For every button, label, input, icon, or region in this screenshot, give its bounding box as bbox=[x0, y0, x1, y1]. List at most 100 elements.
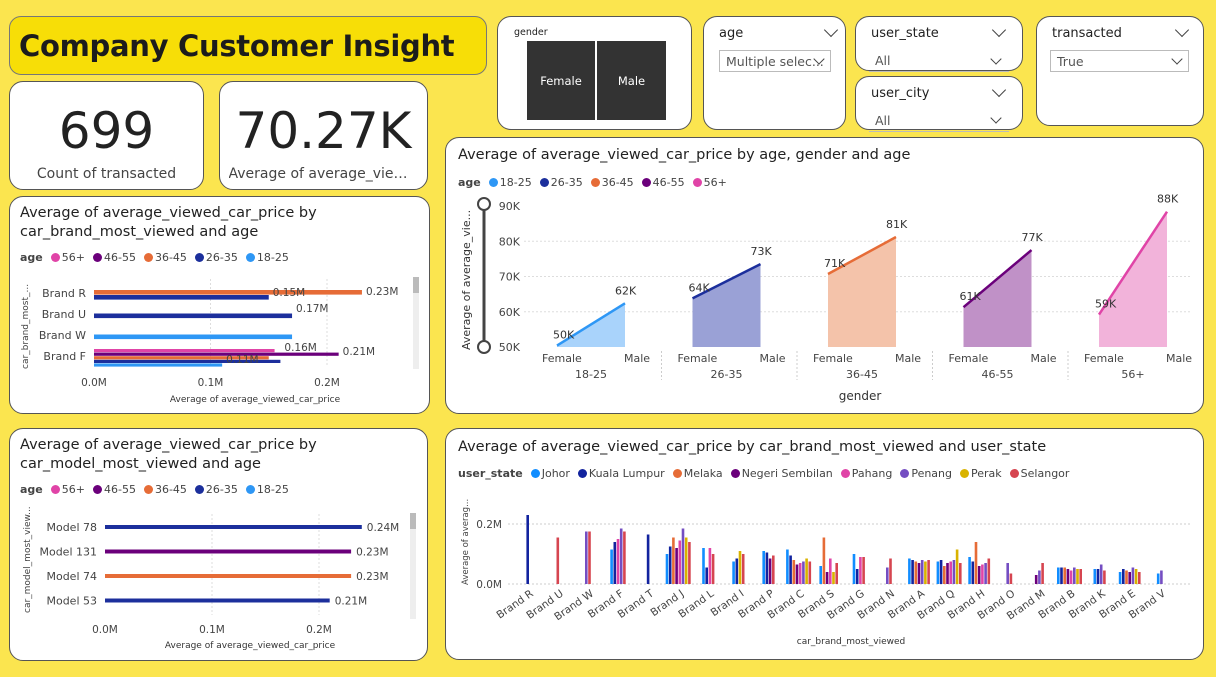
user-city-dropdown[interactable]: All bbox=[869, 110, 1009, 132]
data-label: 0.23M bbox=[356, 547, 388, 559]
legend-item[interactable]: 26-35 bbox=[194, 483, 238, 496]
data-label: 0.17M bbox=[296, 303, 328, 315]
brand-age-chart-card[interactable]: Average of average_viewed_car_price by c… bbox=[9, 196, 430, 414]
bar bbox=[943, 566, 946, 584]
legend-item[interactable]: 46-55 bbox=[92, 483, 136, 496]
x-tick-label: Male bbox=[624, 352, 650, 365]
legend-item[interactable]: Penang bbox=[900, 467, 952, 480]
legend-label: 26-35 bbox=[550, 176, 583, 189]
data-label: 62K bbox=[615, 284, 637, 297]
category-label: Brand W bbox=[39, 329, 86, 342]
legend-item[interactable]: 56+ bbox=[50, 483, 85, 496]
model-age-bar-chart: car_model_most_view... Model 78 0.24M Model… bbox=[23, 506, 416, 651]
legend-dot bbox=[641, 178, 651, 187]
bar bbox=[1034, 575, 1038, 584]
bar bbox=[610, 549, 613, 584]
bar bbox=[917, 563, 921, 584]
y-tick-label: 0.2M bbox=[476, 519, 502, 531]
legend-item[interactable]: Negeri Sembilan bbox=[730, 467, 833, 480]
bar bbox=[708, 548, 712, 584]
legend-label: 46-55 bbox=[652, 176, 685, 189]
legend-item[interactable]: 18-25 bbox=[488, 176, 532, 189]
legend-item[interactable]: Melaka bbox=[672, 467, 723, 480]
legend-item[interactable]: 26-35 bbox=[194, 251, 238, 264]
transacted-dropdown-value: True bbox=[1057, 54, 1084, 69]
bar bbox=[1038, 570, 1041, 584]
legend-dot bbox=[530, 469, 540, 478]
user-city-slicer-title: user_city bbox=[871, 86, 930, 101]
legend-item[interactable]: 46-55 bbox=[92, 251, 136, 264]
bar bbox=[94, 334, 293, 340]
legend-label: 36-45 bbox=[154, 483, 187, 496]
x-tick-label: Female bbox=[1084, 352, 1124, 365]
legend-dot bbox=[730, 469, 740, 478]
legend-item[interactable]: 56+ bbox=[50, 251, 85, 264]
legend-item[interactable]: 36-45 bbox=[590, 176, 634, 189]
chevron-down-icon[interactable] bbox=[1174, 22, 1190, 38]
chevron-down-icon[interactable] bbox=[823, 22, 839, 38]
bar bbox=[623, 531, 626, 584]
legend-label: Negeri Sembilan bbox=[741, 467, 833, 480]
kpi-label: Count of transacted bbox=[36, 166, 177, 182]
legend-label: 26-35 bbox=[205, 251, 238, 264]
bar bbox=[1099, 564, 1103, 584]
bar bbox=[914, 561, 918, 584]
kpi-card-count-transacted[interactable]: 699 Count of transacted bbox=[9, 81, 204, 190]
legend-dot bbox=[692, 178, 702, 187]
data-label: 50K bbox=[553, 329, 575, 342]
group-label: 56+ bbox=[1121, 368, 1144, 381]
x-tick-label: Male bbox=[1031, 352, 1057, 365]
bar bbox=[987, 558, 991, 584]
chart-legend: age 56+ 46-55 36-45 26-35 18-25 bbox=[20, 251, 293, 264]
transacted-dropdown[interactable]: True bbox=[1050, 50, 1189, 72]
legend-item[interactable]: Kuala Lumpur bbox=[577, 467, 665, 480]
legend-dot bbox=[50, 253, 60, 262]
legend-item[interactable]: 26-35 bbox=[539, 176, 583, 189]
bar bbox=[556, 537, 560, 584]
user-city-dropdown-value: All bbox=[875, 113, 891, 128]
category-label: Brand R bbox=[42, 287, 86, 300]
legend-item[interactable]: 18-25 bbox=[245, 483, 289, 496]
data-label: 71K bbox=[824, 257, 846, 270]
legend-item[interactable]: 36-45 bbox=[143, 483, 187, 496]
legend-item[interactable]: Perak bbox=[960, 467, 1002, 480]
legend-dot bbox=[245, 485, 255, 494]
legend-item[interactable]: Selangor bbox=[1009, 467, 1069, 480]
model-age-chart-card[interactable]: Average of average_viewed_car_price by c… bbox=[9, 428, 428, 661]
bar bbox=[762, 551, 765, 584]
bar bbox=[1156, 573, 1160, 584]
data-label: 81K bbox=[886, 218, 908, 231]
user-city-slicer: user_city All bbox=[855, 76, 1023, 132]
legend-item[interactable]: 46-55 bbox=[641, 176, 685, 189]
age-dropdown[interactable]: Multiple selec... bbox=[719, 50, 831, 72]
age-gender-chart-card[interactable]: Average of average_viewed_car_price by a… bbox=[445, 137, 1204, 414]
bar bbox=[646, 534, 650, 584]
bar bbox=[588, 531, 591, 584]
kpi-card-average-viewed-price[interactable]: 70.27K Average of average_viewe... bbox=[219, 81, 428, 190]
area-fill bbox=[692, 264, 761, 347]
bar bbox=[1128, 572, 1131, 584]
bar bbox=[920, 560, 924, 584]
bar bbox=[668, 546, 672, 584]
age-gender-area-chart: Average of average_vie... 90K 80K 70K 60K 50K… bbox=[460, 193, 1192, 403]
legend-item[interactable]: 36-45 bbox=[143, 251, 187, 264]
bar bbox=[1131, 567, 1135, 584]
brand-state-chart-card[interactable]: Average of average_viewed_car_price by c… bbox=[445, 428, 1204, 660]
series-line bbox=[691, 263, 762, 300]
chevron-down-icon[interactable] bbox=[991, 82, 1007, 98]
legend-item[interactable]: Johor bbox=[530, 467, 570, 480]
legend-item[interactable]: 18-25 bbox=[245, 251, 289, 264]
gender-tile-male[interactable]: Male bbox=[597, 41, 666, 120]
legend-title: age bbox=[20, 251, 43, 264]
scrollbar-thumb bbox=[410, 513, 416, 529]
user-state-dropdown[interactable]: All bbox=[869, 50, 1009, 72]
legend-item[interactable]: 56+ bbox=[692, 176, 727, 189]
legend-item[interactable]: Pahang bbox=[840, 467, 892, 480]
bar bbox=[665, 554, 669, 584]
bar bbox=[1057, 567, 1060, 584]
legend-label: 56+ bbox=[703, 176, 727, 189]
bar bbox=[526, 515, 529, 584]
gender-tile-female[interactable]: Female bbox=[527, 41, 595, 120]
chevron-down-icon[interactable] bbox=[991, 22, 1007, 38]
bar bbox=[855, 569, 859, 584]
